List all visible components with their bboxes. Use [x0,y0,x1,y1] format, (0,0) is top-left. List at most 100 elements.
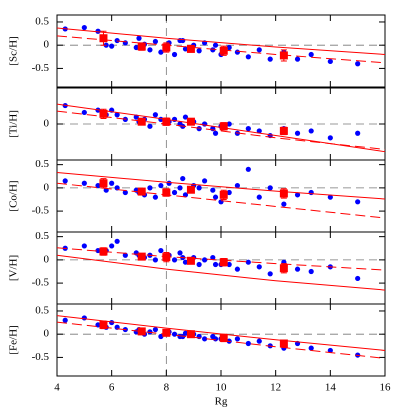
data-point [133,44,139,51]
data-point [234,266,240,272]
data-point [182,259,189,265]
data-point [196,48,202,54]
binned-mean [186,330,195,339]
data-point [210,187,216,193]
y-tick-label: -0.5 [32,351,50,363]
data-point [327,194,333,200]
data-point [234,182,240,189]
data-point [122,252,128,258]
data-point [152,326,158,333]
y-tick-label: 0.5 [35,230,49,242]
data-point [267,185,273,191]
binned-mean [219,333,228,342]
data-point [308,189,314,196]
data-point [171,331,178,337]
binned-mean [279,51,288,60]
binned-mean [137,187,146,196]
binned-mean [279,126,288,135]
data-point [177,250,183,256]
y-axis-label: [Co/H] [8,180,20,211]
data-point [147,185,153,191]
binned-mean [162,253,171,262]
data-point [202,257,208,263]
data-point [226,261,232,268]
data-point [256,194,262,200]
binned-mean [99,320,108,329]
y-tick-label: 0 [44,118,50,130]
y-tick-label: -0.5 [32,277,50,289]
y-tick-label: 0.5 [35,304,49,316]
data-point [81,109,87,116]
data-point [210,47,216,53]
data-point [226,121,232,127]
data-point [136,35,142,41]
data-point [95,182,101,189]
data-point [212,42,219,48]
binned-mean [137,327,146,336]
data-point [281,201,287,207]
data-point [147,123,153,129]
binned-mean [99,34,108,43]
x-tick-label: 4 [54,382,60,394]
y-tick-label: -0.5 [32,205,50,217]
binned-mean [279,264,288,273]
data-point [171,257,178,263]
data-point [81,315,87,321]
data-point [212,336,219,342]
data-point [81,180,87,186]
x-tick-label: 12 [270,382,281,394]
data-point [196,261,202,268]
x-axis-label: Rg [215,396,228,407]
trend-line [56,254,386,291]
data-point [355,275,361,282]
data-point [152,38,158,45]
data-point [180,175,186,182]
binned-mean [99,247,108,256]
trend-line [56,35,386,64]
data-point [95,28,101,34]
binned-mean [162,188,171,197]
data-point [245,126,251,132]
data-point [294,130,301,136]
panel-frame [56,231,386,305]
x-tick-label: 6 [109,382,115,394]
data-point [147,47,153,53]
data-point [355,130,361,136]
x-tick-label: 14 [325,382,337,394]
y-axis-label: [Ti/H] [8,110,20,138]
y-tick-label: 0.5 [35,158,49,170]
binned-mean [99,179,108,188]
data-point [62,317,68,323]
data-point [122,40,128,46]
data-point [114,185,120,191]
y-tick-label: 0 [44,253,50,265]
x-tick-label: 8 [164,382,170,394]
binned-mean [137,42,146,51]
data-point [256,128,262,134]
trend-line [56,172,386,200]
data-point [234,49,240,55]
data-point [226,44,232,51]
binned-mean [279,339,288,348]
data-point [212,261,219,268]
data-point [158,49,164,55]
data-point [158,182,164,189]
data-point [234,336,240,342]
data-point [294,266,301,272]
data-point [294,192,301,198]
binned-mean [186,256,195,265]
data-point [171,51,178,58]
data-point [308,345,314,351]
data-point [147,329,153,335]
data-point [210,254,216,261]
data-point [171,189,178,196]
data-point [327,58,333,65]
binned-mean [219,46,228,55]
y-axis-label: [Fe/H] [8,325,20,354]
data-point [256,264,262,270]
data-point [95,247,101,254]
data-point [109,43,115,49]
data-point [182,114,189,120]
binned-mean [137,117,146,126]
binned-mean [162,117,171,126]
